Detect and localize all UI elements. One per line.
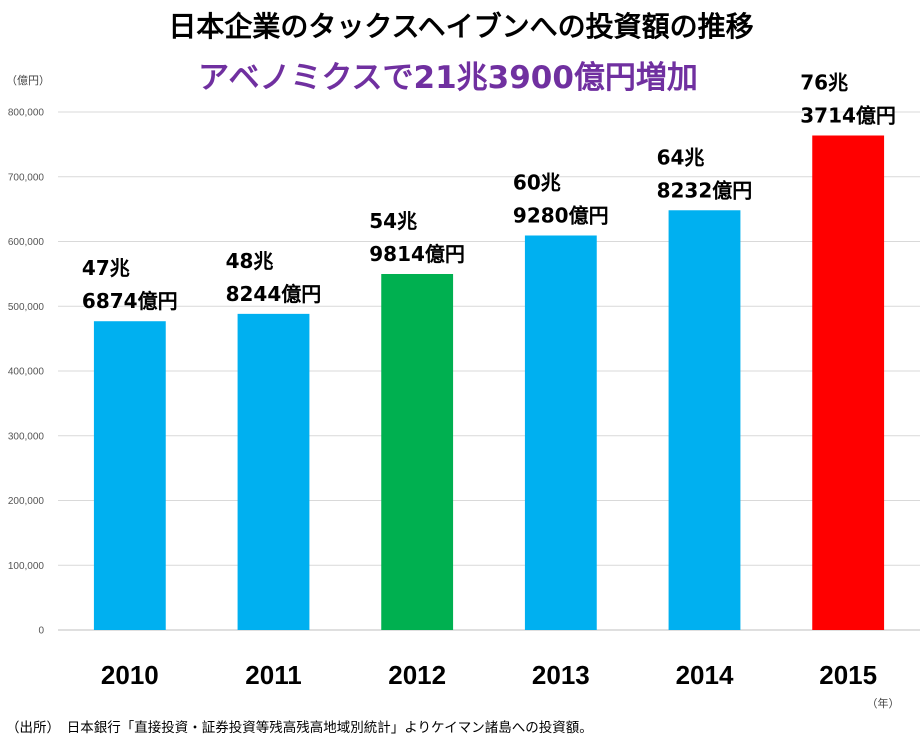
y-tick-label: 200,000 — [8, 496, 45, 507]
x-tick-label: 2011 — [245, 660, 301, 690]
chart-subtitle: アベノミクスで21兆3900億円増加 — [198, 60, 698, 96]
data-labels: 47兆 6874億円 48兆 8244億円 54兆 9814億円 60兆 9280億円 64兆 8… — [82, 70, 896, 313]
bar-2015 — [812, 135, 885, 630]
y-axis-ticks: 0 100,000 200,000 300,000 400,000 500,000 600,… — [8, 108, 45, 637]
x-tick-label: 2014 — [676, 660, 734, 690]
data-label: 76兆 — [800, 70, 848, 94]
y-axis-unit-label: （億円） — [6, 74, 50, 87]
data-label: 54兆 — [369, 209, 417, 233]
data-label: 3714億円 — [800, 103, 896, 127]
y-tick-label: 100,000 — [8, 561, 45, 572]
data-label: 64兆 — [657, 145, 705, 169]
bar-2011 — [237, 313, 310, 630]
x-tick-label: 2012 — [388, 660, 446, 690]
data-label: 9814億円 — [369, 242, 465, 266]
x-tick-label: 2013 — [532, 660, 590, 690]
y-tick-label: 0 — [38, 626, 44, 637]
x-tick-label: 2010 — [101, 660, 159, 690]
bar-2012 — [381, 273, 454, 630]
y-tick-label: 700,000 — [8, 172, 45, 183]
bar-2010 — [93, 321, 166, 630]
x-tick-label: 2015 — [819, 660, 877, 690]
x-axis-ticks: 2010 2011 2012 2013 2014 2015 — [101, 660, 877, 690]
gridlines — [58, 111, 920, 631]
y-tick-label: 300,000 — [8, 431, 45, 442]
x-axis-unit-label: （年） — [867, 696, 900, 710]
data-label: 47兆 — [82, 256, 130, 280]
source-note: （出所） 日本銀行「直接投資・証券投資等残高残高地域別統計」よりケイマン諸島への… — [6, 719, 593, 736]
y-tick-label: 600,000 — [8, 237, 45, 248]
data-label: 9280億円 — [513, 203, 609, 227]
bar-2014 — [668, 210, 741, 630]
data-label: 60兆 — [513, 170, 561, 194]
data-label: 8232億円 — [657, 178, 753, 202]
y-tick-label: 500,000 — [8, 302, 45, 313]
data-label: 48兆 — [226, 249, 274, 273]
data-label: 6874億円 — [82, 289, 178, 313]
bars — [93, 135, 885, 630]
bar-2013 — [524, 235, 597, 630]
y-tick-label: 400,000 — [8, 367, 45, 378]
chart-title: 日本企業のタックスヘイブンへの投資額の推移 — [168, 10, 753, 43]
y-tick-label: 800,000 — [8, 108, 45, 119]
data-label: 8244億円 — [226, 282, 322, 306]
